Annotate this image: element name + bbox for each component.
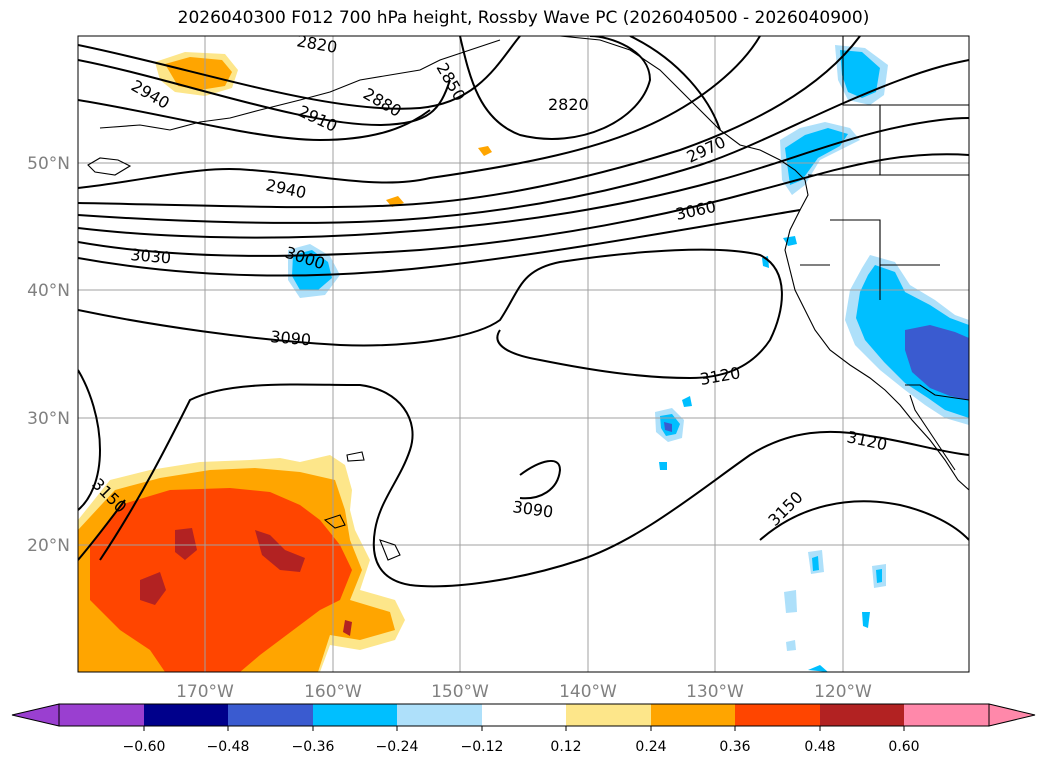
lat-label-40n: 40°N <box>27 281 70 301</box>
positive-anomaly-southwest <box>78 455 405 672</box>
lon-label-160w: 160°W <box>304 682 362 702</box>
coastlines <box>87 36 969 561</box>
colorbar-segment <box>904 704 989 726</box>
latitude-labels: 50°N 40°N 30°N 20°N <box>27 154 70 556</box>
longitude-labels: 170°W 160°W 150°W 140°W 130°W 120°W <box>176 682 872 702</box>
colorbar-tick-label: 0.12 <box>550 739 581 755</box>
contour-label: 2820 <box>548 95 589 114</box>
colorbar-segment <box>735 704 820 726</box>
colorbar-tick-label: −0.60 <box>123 739 166 755</box>
colorbar-tick-label: 0.48 <box>804 739 835 755</box>
colorbar-tick-label: −0.24 <box>376 739 419 755</box>
colorbar-extend-low <box>11 703 60 727</box>
height-contours <box>78 36 969 588</box>
lon-label-150w: 150°W <box>431 682 489 702</box>
negative-anomaly-areas <box>288 45 969 672</box>
colorbar-segment <box>144 704 228 726</box>
colorbar-tick-label: −0.48 <box>207 739 250 755</box>
contour-label: 2820 <box>295 31 338 57</box>
lon-label-120w: 120°W <box>814 682 872 702</box>
colorbar-tick-label: 0.36 <box>719 739 750 755</box>
lat-label-20n: 20°N <box>27 536 70 556</box>
lon-label-130w: 130°W <box>686 682 744 702</box>
map-title: 2026040300 F012 700 hPa height, Rossby W… <box>177 8 870 28</box>
colorbar-segment <box>59 704 144 726</box>
colorbar: −0.60 −0.48 −0.36 −0.24 −0.12 0.12 0.24 … <box>11 703 1036 755</box>
colorbar-segment <box>313 704 397 726</box>
map-area: 2820 2850 2880 2910 2940 2940 2820 2970 … <box>78 31 969 672</box>
lat-label-50n: 50°N <box>27 154 70 174</box>
colorbar-extend-high <box>988 703 1036 727</box>
colorbar-segment <box>397 704 482 726</box>
colorbar-segment <box>228 704 313 726</box>
colorbar-segment <box>651 704 735 726</box>
colorbar-segment <box>566 704 651 726</box>
colorbar-tick-label: 0.60 <box>888 739 919 755</box>
map-frame <box>77 35 970 673</box>
lat-label-30n: 30°N <box>27 409 70 429</box>
contour-label: 3090 <box>270 327 312 349</box>
colorbar-segment <box>820 704 904 726</box>
lon-label-170w: 170°W <box>176 682 234 702</box>
lon-label-140w: 140°W <box>559 682 617 702</box>
colorbar-segment <box>482 704 566 726</box>
contour-label: 3030 <box>130 245 172 267</box>
colorbar-tick-label: −0.12 <box>461 739 504 755</box>
colorbar-tick-label: 0.24 <box>635 739 666 755</box>
colorbar-tick-label: −0.36 <box>292 739 335 755</box>
